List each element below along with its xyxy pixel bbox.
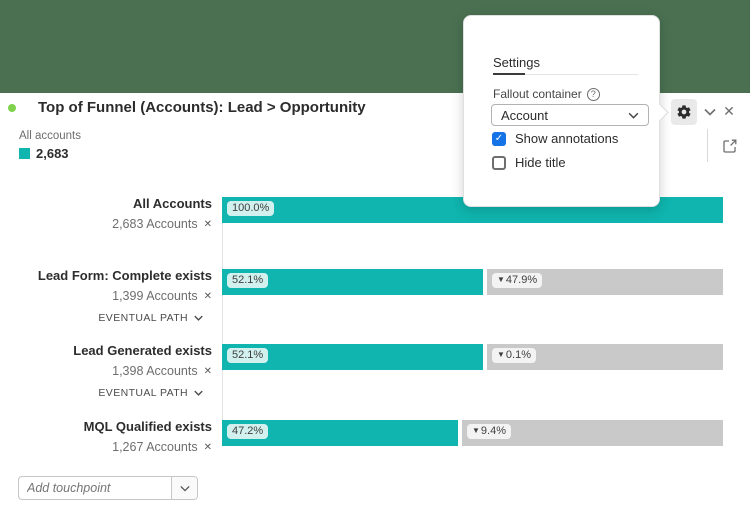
fallout-arrow-icon: ▼: [497, 350, 505, 359]
tab-settings[interactable]: Settings: [493, 55, 540, 70]
step-name: All Accounts: [133, 196, 212, 211]
step-label-block: MQL Qualified exists 1,267 Accounts ✕: [0, 419, 212, 455]
step-connector-line: [222, 295, 223, 344]
export-icon: [722, 138, 738, 154]
settings-popup: Settings Fallout container ? Account ✓ S…: [463, 15, 669, 207]
step-name: Lead Generated exists: [73, 343, 212, 358]
fallout-pct-badge: ▼0.1%: [492, 348, 536, 363]
show-annotations-checkbox[interactable]: ✓: [492, 131, 506, 146]
legend-row: 2,683: [19, 146, 69, 161]
remove-touchpoint-icon[interactable]: ✕: [203, 291, 212, 302]
legend-label: All accounts: [19, 130, 82, 142]
step-accounts-count: 1,398 Accounts: [112, 363, 198, 378]
help-icon[interactable]: ?: [586, 87, 600, 101]
panel-title: Top of Funnel (Accounts): Lead > Opportu…: [38, 99, 366, 116]
fallout-pct-badge: ▼47.9%: [492, 273, 543, 288]
show-annotations-label: Show annotations: [515, 131, 619, 146]
chevron-down-icon: [194, 315, 203, 321]
hide-title-checkbox[interactable]: [492, 155, 506, 170]
close-icon: ✕: [723, 103, 735, 119]
show-annotations-checkbox-row[interactable]: ✓ Show annotations: [492, 131, 618, 146]
settings-gear-button[interactable]: [671, 99, 697, 125]
status-dot: [8, 104, 16, 112]
legend-value: 2,683: [36, 146, 69, 161]
tab-underline: [493, 74, 638, 75]
step-connector-line: [222, 223, 223, 269]
fallout-pct-text: 0.1%: [505, 349, 531, 361]
fallout-bar[interactable]: ▼47.9%: [487, 269, 723, 295]
funnel-bar-track: 47.2% ▼9.4%: [222, 420, 723, 446]
step-name: MQL Qualified exists: [83, 419, 212, 434]
collapse-chevron-button[interactable]: [701, 103, 719, 121]
success-pct-badge: 52.1%: [227, 348, 269, 363]
tab-active-indicator: [493, 73, 525, 75]
step-label-block: Lead Generated exists 1,398 Accounts ✕ EVEN…: [0, 343, 212, 399]
fallout-pct-badge: ▼9.4%: [467, 424, 511, 439]
fallout-container-value: Account: [501, 107, 548, 123]
step-accounts-count: 1,267 Accounts: [112, 439, 198, 454]
step-accounts-count: 1,399 Accounts: [112, 288, 198, 303]
step-name: Lead Form: Complete exists: [37, 268, 212, 283]
eventual-path-dropdown[interactable]: EVENTUAL PATH: [0, 387, 212, 399]
export-button[interactable]: [721, 137, 739, 155]
fallout-arrow-icon: ▼: [472, 426, 480, 435]
chevron-down-icon: [179, 485, 190, 492]
fallout-pct-text: 47.9%: [505, 274, 538, 286]
hide-title-label: Hide title: [515, 155, 566, 170]
hide-title-checkbox-row[interactable]: Hide title: [492, 155, 566, 170]
eventual-path-dropdown[interactable]: EVENTUAL PATH: [0, 312, 212, 324]
remove-touchpoint-icon[interactable]: ✕: [203, 442, 212, 453]
gear-icon: [676, 104, 692, 120]
step-accounts-count: 2,683 Accounts: [112, 216, 198, 231]
remove-touchpoint-icon[interactable]: ✕: [203, 366, 212, 377]
fallout-bar[interactable]: ▼0.1%: [487, 344, 723, 370]
chevron-down-icon: [704, 108, 716, 116]
fallout-container-select[interactable]: Account: [491, 104, 649, 126]
eventual-path-label: EVENTUAL PATH: [98, 387, 188, 399]
step-connector-line: [222, 370, 223, 420]
add-touchpoint-dropdown-button[interactable]: [171, 477, 197, 499]
success-bar[interactable]: 52.1%: [222, 269, 483, 295]
chevron-down-icon: [628, 112, 639, 119]
toolbar-divider: [707, 129, 708, 162]
add-touchpoint-combo[interactable]: [18, 476, 198, 500]
fallout-container-label: Fallout container: [493, 87, 582, 101]
step-label-block: Lead Form: Complete exists 1,399 Accounts…: [0, 268, 212, 324]
success-bar[interactable]: 47.2%: [222, 420, 458, 446]
fallout-bar[interactable]: ▼9.4%: [462, 420, 723, 446]
add-touchpoint-input[interactable]: [19, 477, 171, 499]
step-label-block: All Accounts 2,683 Accounts ✕: [0, 196, 212, 232]
success-bar[interactable]: 52.1%: [222, 344, 483, 370]
eventual-path-label: EVENTUAL PATH: [98, 312, 188, 324]
chevron-down-icon: [194, 390, 203, 396]
success-pct-badge: 47.2%: [227, 424, 269, 439]
funnel-bar-track: 52.1% ▼0.1%: [222, 344, 723, 370]
legend-swatch: [19, 148, 30, 159]
fallout-pct-text: 9.4%: [480, 425, 506, 437]
close-button[interactable]: ✕: [720, 102, 738, 120]
success-pct-badge: 52.1%: [227, 273, 269, 288]
funnel-bar-track: 52.1% ▼47.9%: [222, 269, 723, 295]
remove-touchpoint-icon[interactable]: ✕: [203, 219, 212, 230]
success-pct-badge: 100.0%: [227, 201, 275, 216]
fallout-arrow-icon: ▼: [497, 275, 505, 284]
